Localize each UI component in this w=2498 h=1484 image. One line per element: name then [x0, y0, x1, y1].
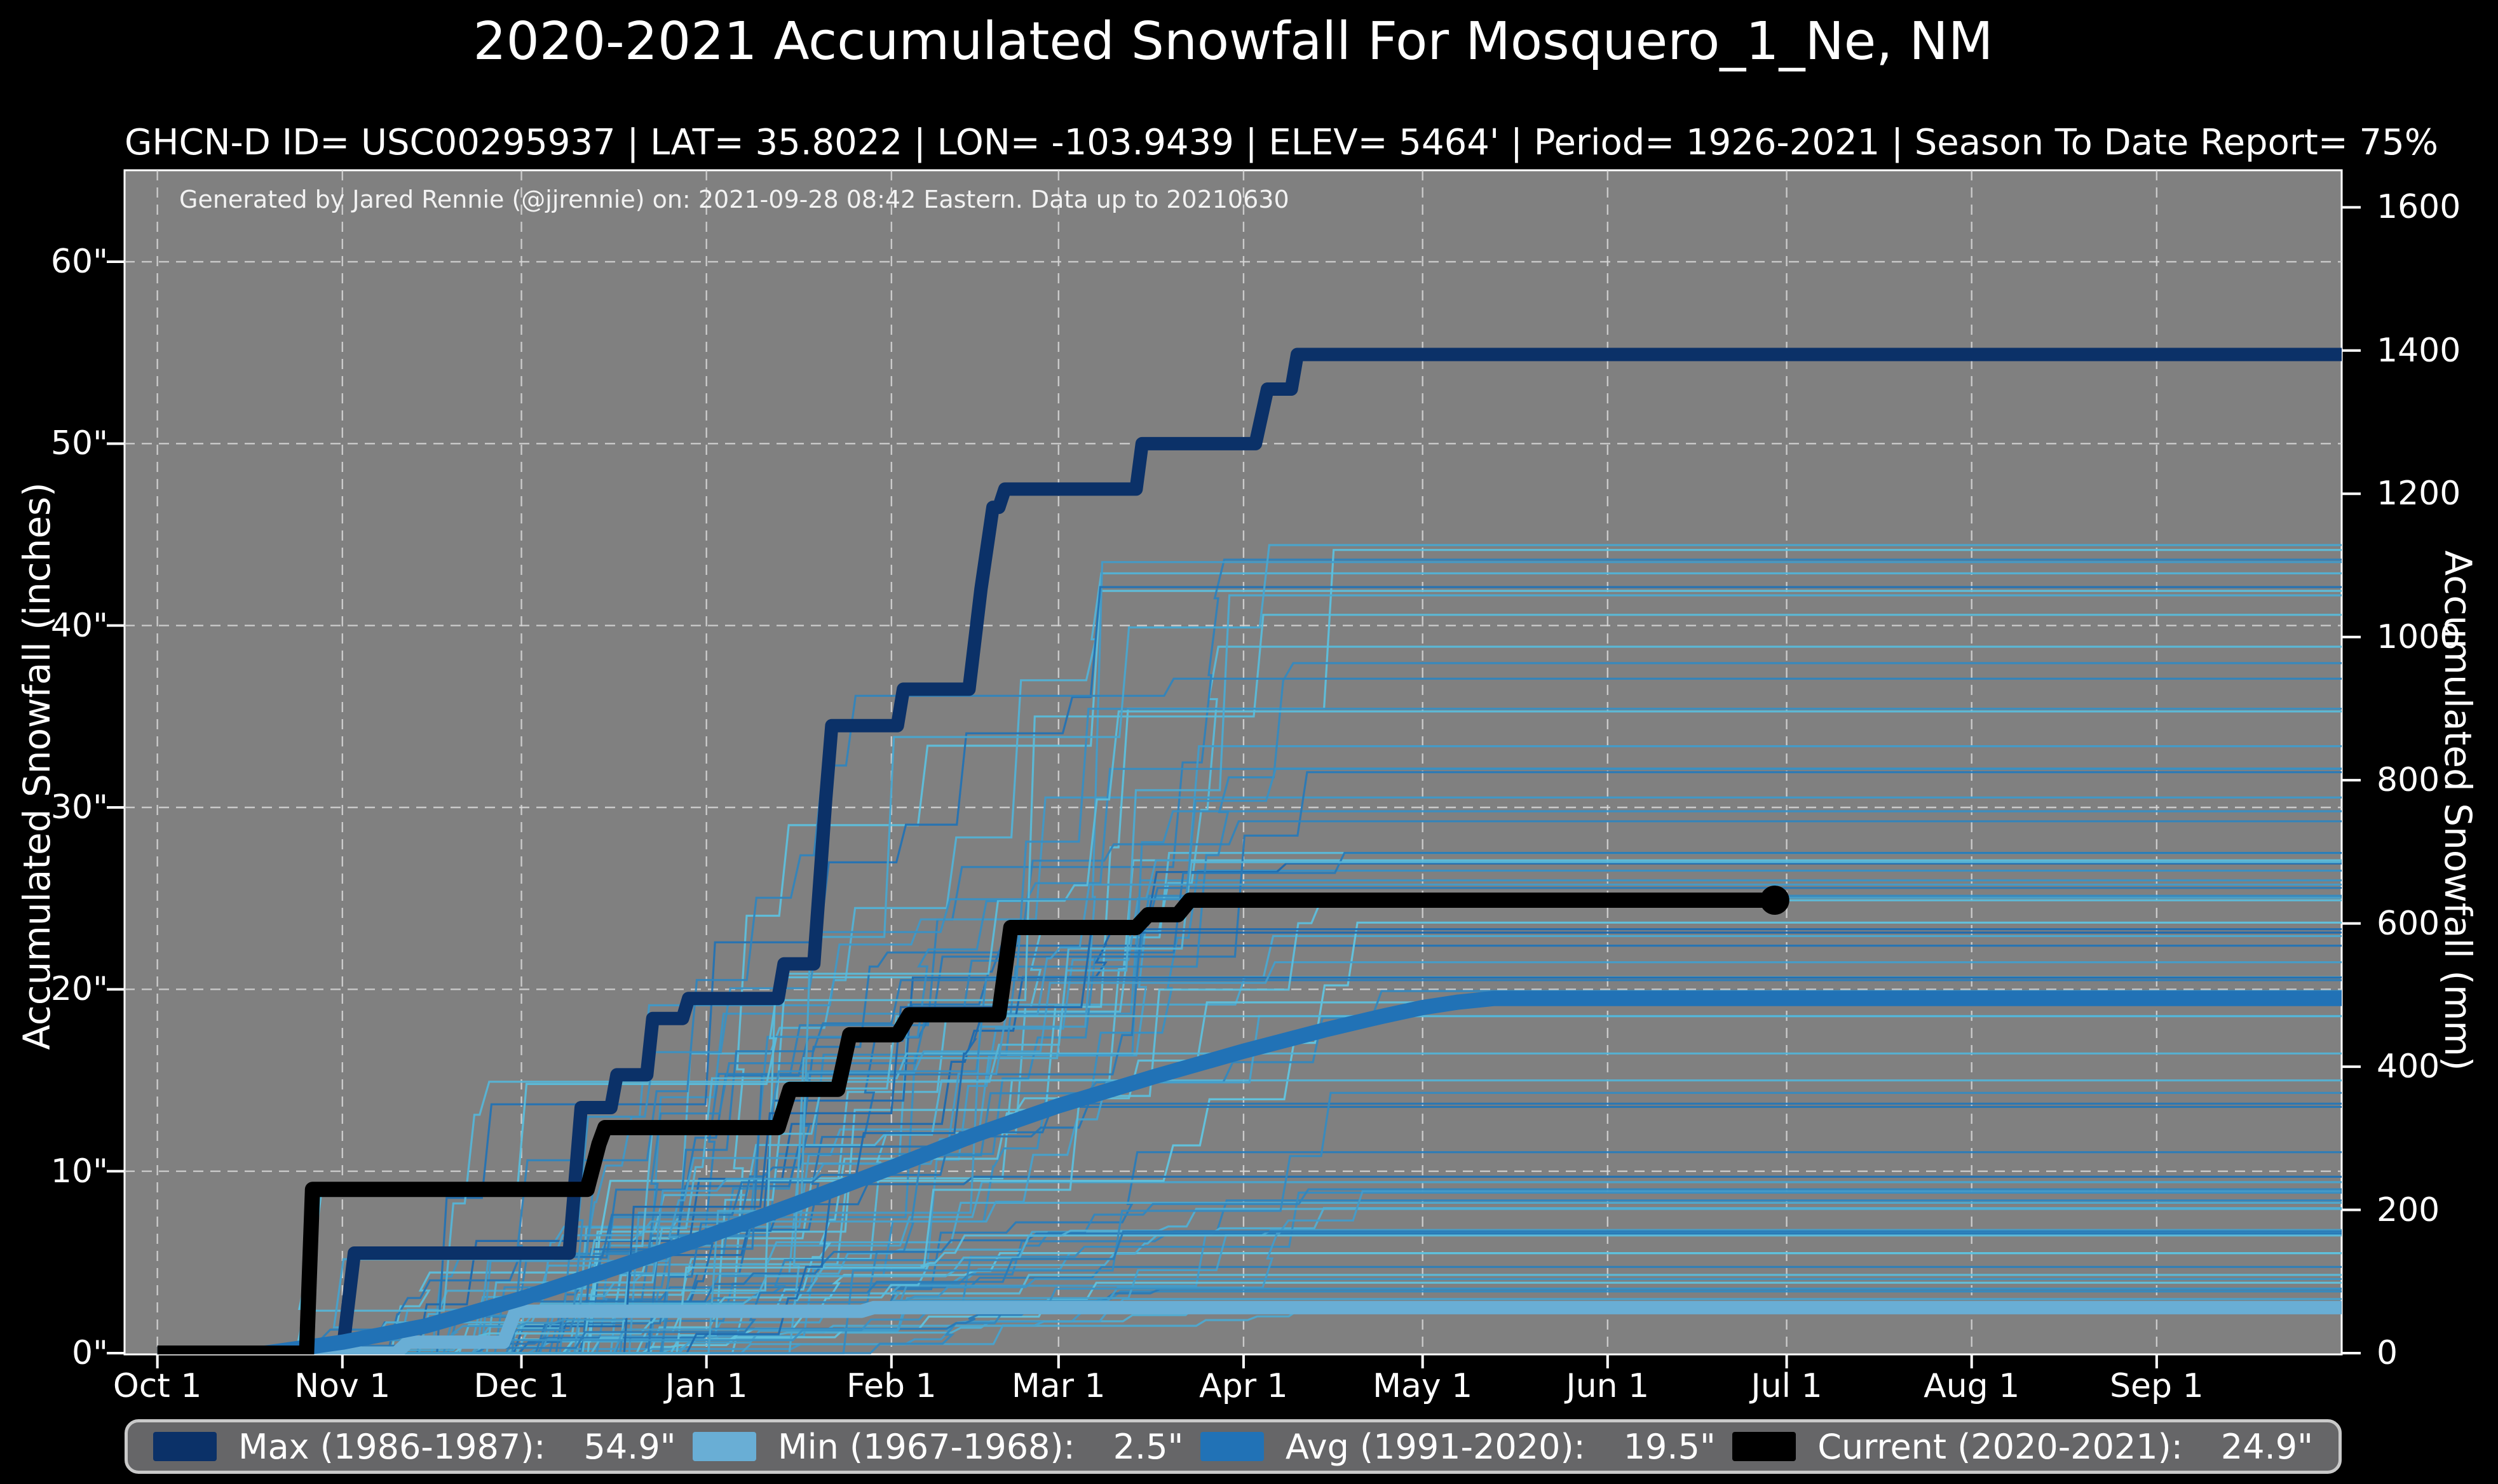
legend-entry: Current (2020-2021): 24.9" — [1732, 1427, 2313, 1467]
y-tick-label-inches: 50" — [50, 424, 108, 463]
series-line-avg — [264, 990, 2342, 1354]
legend-value: 24.9" — [2220, 1426, 2313, 1467]
legend-value: 2.5" — [1113, 1426, 1184, 1467]
x-tick-label: Dec 1 — [473, 1367, 569, 1405]
x-tick-label: Jul 1 — [1751, 1367, 1823, 1405]
y-tick-label-inches: 60" — [50, 243, 108, 281]
y-tick-label-mm: 0 — [2377, 1334, 2398, 1372]
background-season-line — [157, 961, 2342, 1354]
x-tick-label: Jan 1 — [665, 1367, 748, 1405]
y-tick-label-inches: 20" — [50, 970, 108, 1009]
legend-bar: Max (1986-1987): 54.9" Min (1967-1968): 2.5… — [125, 1419, 2342, 1474]
series-line-current — [157, 893, 1775, 1354]
legend-entry: Avg (1991-2020): 19.5" — [1200, 1427, 1716, 1467]
y-tick-label-inches: 30" — [50, 788, 108, 826]
background-season-line — [157, 879, 2342, 1354]
background-season-line — [157, 921, 2342, 1354]
legend-label: Current (2020-2021): — [1817, 1426, 2183, 1467]
background-season-line — [157, 1102, 2342, 1354]
x-tick-label: May 1 — [1373, 1367, 1473, 1405]
x-tick-label: Apr 1 — [1199, 1367, 1288, 1405]
legend-label: Max (1986-1987): — [238, 1426, 546, 1467]
attribution-text: Generated by Jared Rennie (@jjrennie) on… — [179, 186, 1289, 213]
background-season-line — [157, 931, 2342, 1354]
x-tick-label: Sep 1 — [2110, 1367, 2204, 1405]
y-axis-label-inches: Accumulated Snowfall (inches) — [15, 482, 58, 1050]
y-tick-label-mm: 1200 — [2377, 475, 2461, 513]
legend-color-patch — [1200, 1432, 1264, 1461]
legend-value: 19.5" — [1623, 1426, 1716, 1467]
x-tick-label: Jun 1 — [1566, 1367, 1650, 1405]
y-tick-label-mm: 400 — [2377, 1048, 2440, 1086]
current-series-end-dot — [1760, 886, 1789, 915]
background-season-line — [157, 861, 2342, 1354]
x-tick-label: Feb 1 — [846, 1367, 937, 1405]
x-tick-label: Oct 1 — [112, 1367, 202, 1405]
legend-entry: Min (1967-1968): 2.5" — [693, 1427, 1183, 1467]
y-tick-label-inches: 40" — [50, 606, 108, 645]
background-season-line — [157, 1234, 2342, 1354]
y-tick-label-inches: 10" — [50, 1152, 108, 1191]
background-season-line — [157, 614, 2342, 1354]
background-season-line — [157, 586, 2342, 1354]
series-line-min — [157, 1300, 2342, 1354]
background-season-line — [157, 1052, 2342, 1354]
y-axis-label-mm: Accumulated Snowfall (mm) — [2436, 550, 2480, 1071]
chart-subtitle: GHCN-D ID= USC00295937 | LAT= 35.8022 | … — [125, 122, 2439, 163]
y-tick-label-mm: 1000 — [2377, 617, 2461, 656]
x-tick-label: Mar 1 — [1011, 1367, 1106, 1405]
y-tick-label-mm: 800 — [2377, 761, 2440, 800]
background-season-line — [157, 572, 2342, 1354]
x-tick-label: Aug 1 — [1924, 1367, 2020, 1405]
chart-title: 2020-2021 Accumulated Snowfall For Mosqu… — [473, 11, 1993, 72]
legend-color-patch — [1732, 1432, 1796, 1461]
background-season-line — [157, 1190, 2342, 1354]
legend-label: Avg (1991-2020): — [1285, 1426, 1585, 1467]
background-season-line — [157, 767, 2342, 1354]
legend-entry: Max (1986-1987): 54.9" — [153, 1427, 676, 1467]
background-season-line — [157, 976, 2342, 1354]
background-season-line — [157, 820, 2342, 1354]
legend-color-patch — [153, 1432, 217, 1461]
legend-label: Min (1967-1968): — [778, 1426, 1075, 1467]
series-line-max — [157, 347, 2342, 1354]
background-season-line — [157, 767, 2342, 1354]
y-tick-label-mm: 1600 — [2377, 188, 2461, 227]
legend-color-patch — [693, 1432, 757, 1461]
y-tick-label-mm: 1400 — [2377, 331, 2461, 370]
y-tick-label-mm: 600 — [2377, 904, 2440, 943]
plot-content — [125, 170, 2342, 1354]
legend-value: 54.9" — [583, 1426, 676, 1467]
y-tick-label-inches: 0" — [71, 1334, 108, 1372]
background-season-line — [157, 677, 2342, 1354]
x-tick-label: Nov 1 — [294, 1367, 391, 1405]
y-tick-label-mm: 200 — [2377, 1191, 2440, 1229]
background-season-line — [157, 859, 2342, 1354]
background-season-line — [157, 1208, 2342, 1354]
